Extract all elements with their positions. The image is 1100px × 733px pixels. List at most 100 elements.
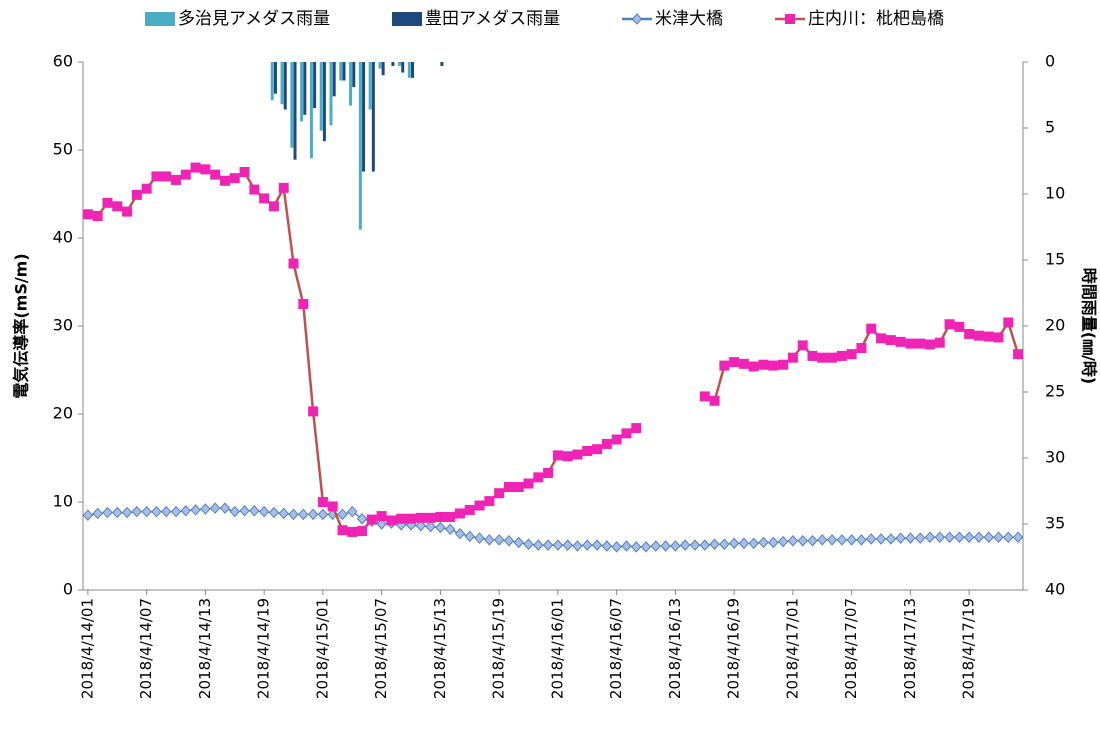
marker	[151, 505, 162, 518]
marker	[523, 478, 534, 489]
marker	[161, 505, 172, 518]
marker	[278, 507, 289, 520]
x-tick-label: 2018/4/17/01	[783, 598, 801, 699]
marker	[288, 258, 299, 269]
marker	[268, 201, 279, 212]
marker	[866, 533, 877, 545]
marker	[582, 539, 593, 551]
marker	[846, 534, 857, 546]
marker	[1012, 531, 1024, 543]
marker	[357, 526, 368, 537]
marker	[748, 361, 759, 372]
marker	[278, 182, 289, 193]
rain-bar	[293, 62, 297, 160]
marker	[229, 505, 240, 518]
legend-label: 多治見アメダス雨量	[178, 9, 330, 29]
marker	[327, 501, 338, 512]
marker	[543, 467, 554, 478]
rain-bar	[319, 62, 323, 131]
marker	[621, 428, 632, 439]
marker	[122, 206, 133, 217]
x-tick-label: 2018/4/16/13	[666, 598, 684, 699]
marker	[875, 533, 887, 545]
marker	[778, 359, 789, 370]
marker	[856, 534, 867, 546]
rain-bar	[329, 62, 333, 126]
marker	[631, 423, 642, 434]
rain-bar	[381, 62, 385, 76]
marker	[396, 513, 407, 524]
marker	[836, 350, 847, 361]
marker	[827, 352, 838, 363]
rain-bar	[401, 62, 405, 73]
marker	[728, 537, 740, 550]
marker	[680, 539, 691, 551]
x-tick-label: 2018/4/15/01	[313, 598, 331, 699]
marker	[650, 540, 661, 552]
marker	[131, 505, 143, 518]
marker	[611, 434, 622, 445]
marker	[895, 532, 906, 544]
marker	[924, 339, 935, 350]
rain-bar	[391, 62, 395, 66]
marker	[366, 514, 377, 525]
rain-bar	[303, 62, 307, 115]
marker	[249, 505, 260, 517]
marker	[406, 513, 417, 524]
marker	[102, 506, 113, 519]
marker	[954, 321, 965, 332]
rain-bar	[368, 62, 372, 110]
marker	[954, 531, 965, 543]
marker	[709, 538, 720, 550]
y2-tick-label: 25	[1045, 382, 1065, 401]
marker	[161, 171, 172, 182]
marker	[180, 169, 191, 180]
x-tick-label: 2018/4/16/19	[725, 598, 743, 699]
marker	[533, 472, 544, 483]
marker	[523, 538, 534, 550]
marker	[308, 406, 319, 417]
marker	[856, 343, 867, 353]
marker	[944, 319, 955, 330]
marker	[102, 197, 113, 208]
legend-label: 米津大橋	[655, 9, 723, 29]
marker	[944, 531, 955, 543]
x-tick-label: 2018/4/14/07	[137, 598, 155, 699]
marker	[425, 512, 436, 523]
marker	[738, 537, 750, 550]
marker	[758, 359, 769, 370]
legend-label: 豊田アメダス雨量	[425, 9, 560, 29]
marker	[807, 350, 818, 361]
marker	[347, 526, 358, 537]
marker	[131, 189, 142, 200]
marker	[787, 352, 798, 363]
marker	[474, 500, 485, 511]
marker	[572, 540, 583, 552]
marker	[611, 541, 622, 553]
x-tick-label: 2018/4/16/07	[607, 598, 625, 699]
marker	[787, 534, 799, 547]
marker	[298, 299, 309, 309]
marker	[768, 536, 779, 549]
marker	[82, 209, 93, 220]
marker	[601, 438, 612, 449]
marker	[846, 349, 857, 360]
rain-bar	[280, 62, 284, 105]
y-axis-label: 電気伝導率(mS/m)	[12, 253, 31, 398]
marker	[973, 531, 985, 543]
marker	[494, 488, 505, 499]
marker	[190, 504, 201, 516]
marker	[171, 174, 182, 185]
marker	[337, 508, 348, 521]
y-tick-label: 60	[53, 52, 73, 71]
marker	[601, 540, 613, 552]
y2-tick-label: 10	[1045, 184, 1065, 203]
marker	[866, 323, 877, 334]
rain-bar	[349, 62, 353, 106]
marker	[112, 201, 123, 212]
marker	[415, 520, 426, 532]
marker	[513, 536, 524, 549]
marker	[689, 539, 701, 551]
marker	[993, 531, 1004, 543]
